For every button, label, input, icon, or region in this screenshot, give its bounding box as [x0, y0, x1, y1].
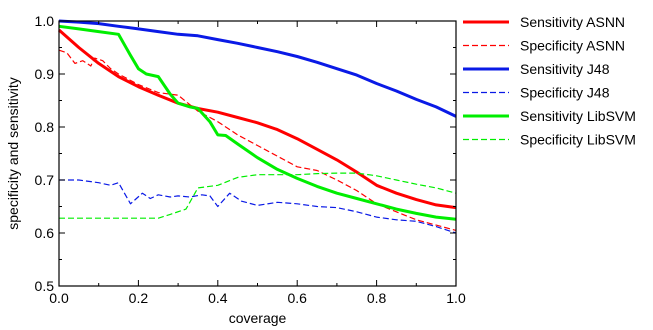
legend-label: Specificity J48: [520, 85, 610, 101]
x-tick-label: 0.2: [129, 290, 149, 306]
series-line-sensitivity-j48: [58, 19, 457, 118]
x-axis-title: coverage: [229, 310, 287, 326]
series-line-specificity-libsvm: [59, 172, 457, 219]
axes: 0.0 0.2 0.4 0.6 0.8 1.0 0.5 0.6 0.7 0.8 0.9 1.0: [35, 13, 466, 306]
y-tick-label: 1.0: [35, 13, 55, 29]
x-tick-label: 0.0: [49, 290, 69, 306]
legend-label: Sensitivity J48: [520, 61, 610, 77]
y-tick-label: 0.8: [35, 119, 55, 135]
y-axis-title: specificity and sensitivity: [5, 77, 21, 230]
y-tick-label: 0.7: [35, 172, 55, 188]
x-tick-label: 1.0: [446, 290, 466, 306]
x-tick-label: 0.6: [287, 290, 307, 306]
y-tick-label: 0.9: [35, 66, 55, 82]
y-tick-label: 0.6: [35, 225, 55, 241]
series-line-sensitivity-libsvm: [58, 24, 457, 221]
legend-label: Sensitivity ASNN: [520, 14, 625, 30]
legend: Sensitivity ASNN Specificity ASNN Sensitiv…: [463, 14, 636, 148]
legend-label: Sensitivity LibSVM: [520, 108, 636, 124]
plot-lines: [58, 19, 457, 234]
series-line-specificity-j48: [59, 179, 457, 234]
x-tick-label: 0.8: [367, 290, 387, 306]
y-tick-label: 0.5: [35, 278, 55, 294]
plot-frame: [58, 20, 457, 287]
x-tick-label: 0.4: [208, 290, 228, 306]
legend-label: Specificity ASNN: [520, 38, 625, 54]
legend-label: Specificity LibSVM: [520, 132, 636, 148]
series-line-sensitivity-asnn: [58, 28, 457, 210]
